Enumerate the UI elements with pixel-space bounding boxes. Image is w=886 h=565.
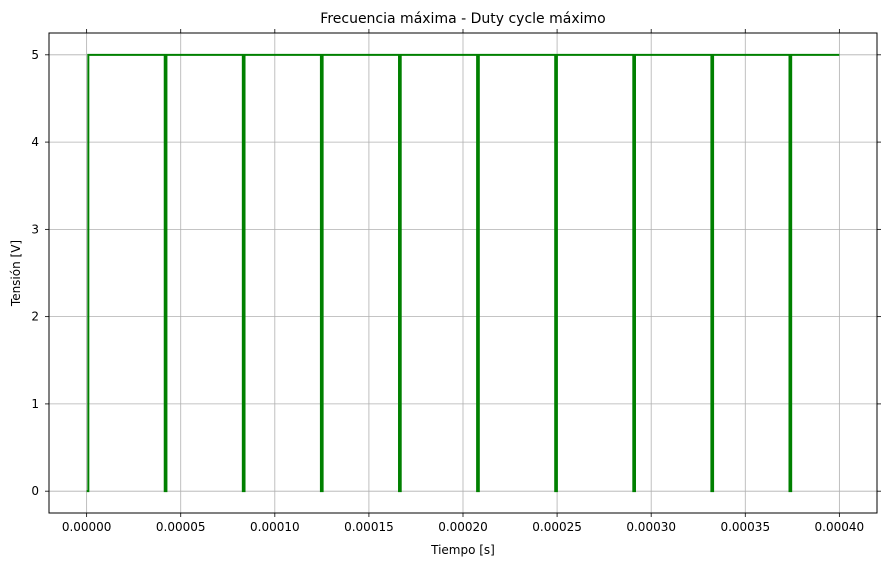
x-tick-label: 0.00020 [438,520,488,534]
x-tick-label: 0.00015 [344,520,394,534]
x-tick-label: 0.00000 [62,520,112,534]
series-group [86,53,840,493]
x-axis-ticks: 0.00000 0.00005 0.00010 0.00015 0.00020 0.000… [62,29,864,534]
x-tick-label: 0.00025 [532,520,582,534]
y-axis-ticks: 0 1 2 3 4 5 [31,48,881,498]
x-axis-label: Tiempo [s] [430,543,495,557]
grid-lines [49,33,877,513]
y-tick-label: 3 [31,222,39,236]
y-tick-label: 4 [31,135,39,149]
y-tick-label: 0 [31,484,39,498]
y-tick-label: 5 [31,48,39,62]
x-tick-label: 0.00035 [720,520,770,534]
y-tick-label: 2 [31,310,39,324]
x-tick-label: 0.00005 [156,520,206,534]
x-tick-label: 0.00040 [815,520,865,534]
x-tick-label: 0.00010 [250,520,300,534]
y-tick-label: 1 [31,397,39,411]
x-tick-label: 0.00030 [626,520,676,534]
chart-title: Frecuencia máxima - Duty cycle máximo [320,11,605,27]
y-axis-label: Tensión [V] [9,240,23,307]
pwm-signal-line [86,53,840,493]
